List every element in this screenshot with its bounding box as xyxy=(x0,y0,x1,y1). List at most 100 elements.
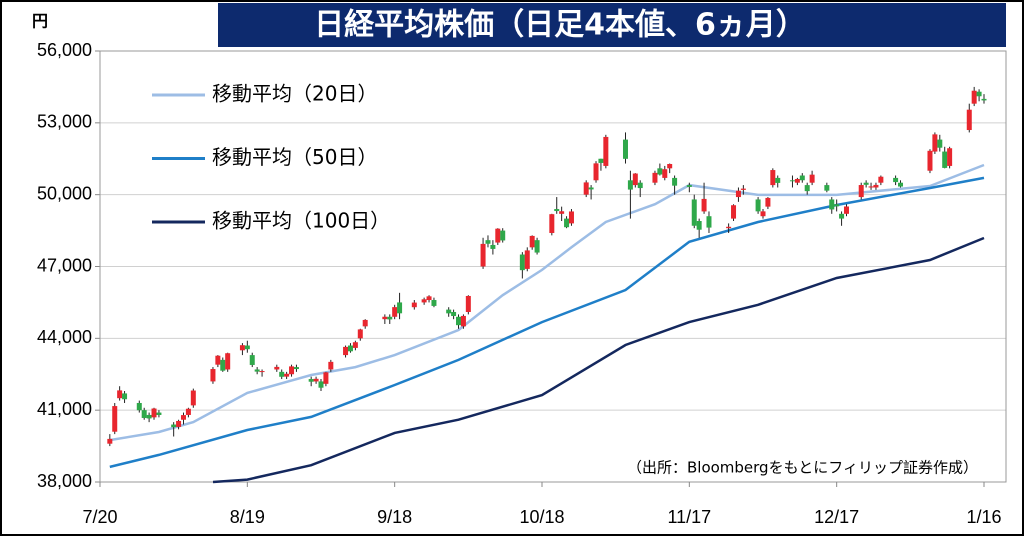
x-tick-label: 11/17 xyxy=(667,507,711,527)
candle-body xyxy=(593,163,599,181)
candle-body xyxy=(244,345,250,350)
candle-body xyxy=(382,316,388,320)
candle-body xyxy=(136,402,142,411)
candle-body xyxy=(834,204,840,207)
source-note: （出所：Bloombergをもとにフィリップ証券作成） xyxy=(627,459,978,477)
candle-body xyxy=(460,315,466,327)
x-tick-label: 1/16 xyxy=(966,507,1001,527)
x-tick-label: 12/17 xyxy=(814,507,859,527)
candle-body xyxy=(824,185,830,191)
legend-label: 移動平均（100日） xyxy=(212,209,390,233)
candle-body xyxy=(141,410,147,418)
candle-body xyxy=(151,408,157,418)
legend-label: 移動平均（20日） xyxy=(212,82,377,106)
candle-body xyxy=(706,216,712,228)
candle-body xyxy=(701,198,707,212)
candle-body xyxy=(313,378,319,382)
candle-body xyxy=(637,182,643,189)
candle-body xyxy=(789,180,795,182)
candle-body xyxy=(357,329,363,339)
candle-body xyxy=(942,151,948,168)
candle-body xyxy=(495,228,501,243)
candle-body xyxy=(254,369,260,372)
candle-body xyxy=(171,424,177,428)
candle-body xyxy=(176,420,182,427)
candle-body xyxy=(451,311,457,317)
y-unit: 円 xyxy=(32,12,48,31)
candle-body xyxy=(564,218,570,228)
candle-body xyxy=(878,176,884,183)
candle-body xyxy=(667,163,673,169)
x-tick-label: 9/18 xyxy=(377,507,412,527)
candle-body xyxy=(347,345,353,352)
candle-body xyxy=(672,177,678,186)
candle-body xyxy=(328,361,334,370)
y-tick-label: 47,000 xyxy=(37,255,92,275)
candle-body xyxy=(755,199,761,212)
candle-body xyxy=(976,91,982,97)
candle-body xyxy=(627,180,633,190)
candle-body xyxy=(343,346,349,356)
candle-body xyxy=(583,182,589,195)
plot-border xyxy=(99,50,1007,483)
candle-body xyxy=(308,379,314,382)
candle-body xyxy=(456,316,462,326)
title-banner xyxy=(218,3,1006,47)
y-tick-label: 56,000 xyxy=(37,40,92,60)
candle-body xyxy=(284,373,290,377)
candle-body xyxy=(485,240,491,244)
candle-body xyxy=(117,390,123,399)
candle-body xyxy=(765,197,771,207)
candle-body xyxy=(387,316,393,320)
candle-body xyxy=(274,366,280,370)
candle-body xyxy=(112,406,118,432)
candle-body xyxy=(598,158,604,163)
candle-body xyxy=(603,136,609,166)
candle-body xyxy=(696,221,702,230)
candle-body xyxy=(799,175,805,181)
candle-body xyxy=(839,213,845,219)
x-tick-label: 8/19 xyxy=(230,507,265,527)
candle-body xyxy=(185,408,191,415)
candle-body xyxy=(289,366,295,375)
candle-body xyxy=(932,134,938,152)
candle-body xyxy=(239,345,245,351)
candle-body xyxy=(559,211,565,214)
chart-title: 日経平均株価（日足4本値、6ヵ月） xyxy=(314,8,806,43)
candle-body xyxy=(323,372,329,384)
candle-body xyxy=(863,182,869,185)
candle-body xyxy=(775,177,781,183)
x-tick-label: 7/20 xyxy=(82,507,117,527)
candle-body xyxy=(411,302,417,308)
candle-body xyxy=(568,211,574,224)
candle-body xyxy=(225,353,231,370)
candle-body xyxy=(215,355,221,365)
candle-body xyxy=(220,359,226,371)
candle-body xyxy=(770,170,776,186)
candle-body xyxy=(249,355,255,365)
candle-body xyxy=(740,188,746,190)
candle-body xyxy=(293,367,299,370)
candle-body xyxy=(446,309,452,314)
candle-body xyxy=(858,185,864,198)
candle-body xyxy=(966,109,972,131)
candle-body xyxy=(735,190,741,198)
candle-body xyxy=(259,371,265,373)
candle-body xyxy=(210,369,216,382)
candle-body xyxy=(352,342,358,348)
candle-body xyxy=(190,390,196,406)
candle-body xyxy=(662,169,668,178)
candle-body xyxy=(657,168,663,175)
candle-body xyxy=(180,415,186,420)
y-tick-label: 53,000 xyxy=(37,112,92,132)
legend-label: 移動平均（50日） xyxy=(212,145,377,169)
candle-body xyxy=(731,205,737,219)
candle-body xyxy=(843,206,849,214)
candle-body xyxy=(804,185,810,192)
candle-body xyxy=(465,295,471,312)
ma-line xyxy=(212,236,985,484)
candle-body xyxy=(500,230,506,241)
candle-body xyxy=(652,172,658,183)
